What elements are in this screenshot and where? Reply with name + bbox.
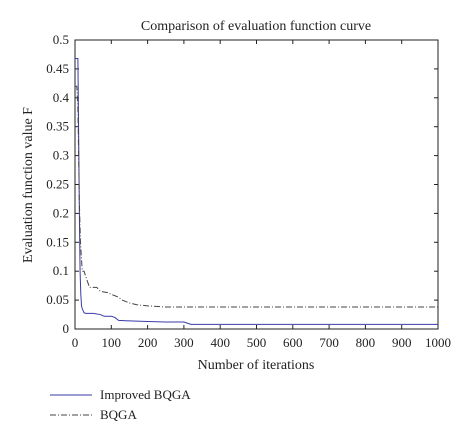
series-line-bqga	[75, 85, 438, 308]
y-axis-label: Evaluation function value F	[21, 107, 36, 263]
y-tick-label: 0.3	[53, 148, 69, 163]
x-tick-label: 900	[392, 335, 412, 350]
y-tick-label: 0.2	[53, 205, 69, 220]
y-tick-label: 0.05	[46, 292, 69, 307]
y-tick-label: 0	[63, 321, 70, 336]
series-line-improved-bqga	[75, 58, 438, 325]
plot-frame	[74, 39, 439, 330]
legend-label: BQGA	[100, 407, 137, 422]
x-axis: 0 100 200 300 400 500 600 700 800 900 1000	[72, 40, 451, 350]
y-tick-label: 0.4	[53, 90, 70, 105]
x-tick-label: 500	[247, 335, 267, 350]
chart-title: Comparison of evaluation function curve	[141, 19, 371, 34]
x-tick-label: 100	[102, 335, 122, 350]
x-axis-label: Number of iterations	[198, 358, 315, 373]
x-tick-label: 200	[138, 335, 158, 350]
y-tick-label: 0.15	[46, 234, 69, 249]
x-tick-label: 800	[356, 335, 376, 350]
y-tick-label: 0.45	[46, 61, 69, 76]
y-tick-label: 0.5	[53, 32, 69, 47]
x-tick-label: 300	[174, 335, 194, 350]
x-tick-label: 1000	[425, 335, 451, 350]
x-tick-label: 0	[72, 335, 79, 350]
y-axis: 0 0.05 0.1 0.15 0.2 0.25 0.3 0.35 0.4 0.45 0.5	[46, 32, 438, 336]
x-tick-label: 600	[283, 335, 303, 350]
series-lines	[75, 58, 438, 325]
y-tick-label: 0.35	[46, 119, 69, 134]
legend: Improved BQGA BQGA	[50, 387, 191, 422]
y-tick-label: 0.1	[53, 263, 69, 278]
x-tick-label: 700	[319, 335, 339, 350]
y-tick-label: 0.25	[46, 177, 69, 192]
legend-label: Improved BQGA	[100, 387, 191, 402]
x-tick-label: 400	[210, 335, 230, 350]
